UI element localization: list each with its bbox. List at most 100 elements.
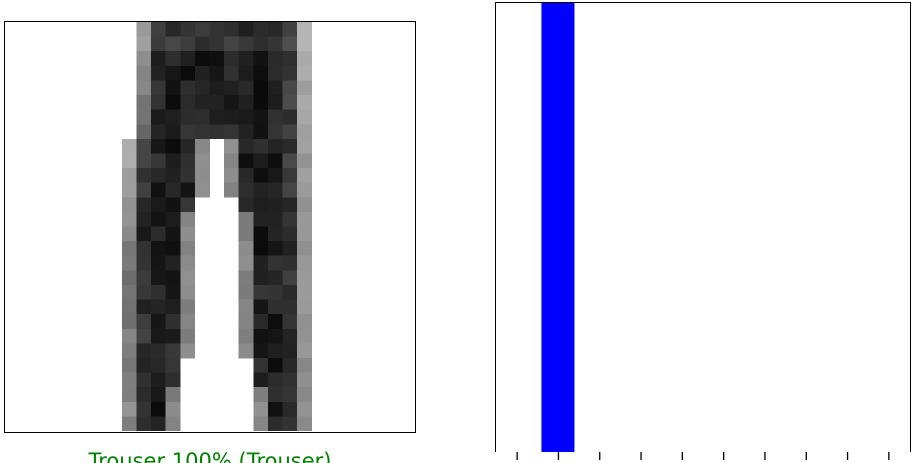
image-pixel <box>253 95 269 110</box>
image-pixel <box>121 153 137 169</box>
image-pixel <box>136 124 152 140</box>
image-pixel <box>282 138 298 154</box>
image-pixel <box>224 168 240 183</box>
image-pixel <box>180 65 196 81</box>
image-pixel <box>282 270 298 286</box>
image-pixel <box>253 284 269 300</box>
image-pixel <box>209 109 225 125</box>
image-pixel <box>136 138 152 154</box>
image-pixel <box>136 416 152 431</box>
image-pixel <box>136 270 152 286</box>
image-pixel <box>282 387 298 403</box>
image-pixel <box>297 299 313 315</box>
image-pixel <box>253 168 269 183</box>
image-pixel <box>267 36 283 52</box>
image-pixel <box>238 153 254 169</box>
image-pixel <box>151 284 166 300</box>
image-pixel <box>165 401 181 417</box>
image-pixel <box>238 182 254 198</box>
image-pixel <box>151 211 166 227</box>
image-pixel <box>253 314 269 330</box>
image-pixel <box>253 153 269 169</box>
image-pixel <box>180 226 196 242</box>
image-pixel <box>238 168 254 183</box>
image-pixel <box>297 387 313 403</box>
prediction-caption: Trouser 100% (Trouser) <box>4 448 416 463</box>
image-pixel <box>267 284 283 300</box>
image-pixel <box>121 226 137 242</box>
image-pixel <box>136 95 152 110</box>
image-pixel <box>180 299 196 315</box>
image-pixel <box>136 255 152 271</box>
image-pixel <box>151 182 166 198</box>
image-pixel <box>253 343 269 359</box>
image-pixel <box>282 22 298 37</box>
image-pixel <box>238 299 254 315</box>
image-pixel <box>267 299 283 315</box>
image-pixel <box>165 372 181 388</box>
image-pixel <box>165 22 181 37</box>
image-pixel <box>180 51 196 67</box>
image-pixel <box>180 197 196 213</box>
image-pixel <box>238 197 254 213</box>
image-pixel <box>194 124 210 140</box>
image-pixel <box>180 138 196 154</box>
image-pixel <box>194 109 210 125</box>
image-pixel <box>136 241 152 257</box>
image-pixel <box>194 138 210 154</box>
image-pixel <box>238 51 254 67</box>
image-pixel <box>194 65 210 81</box>
image-pixel <box>194 153 210 169</box>
image-pixel <box>180 241 196 257</box>
image-pixel <box>180 109 196 125</box>
image-pixel <box>121 357 137 373</box>
image-pixel <box>121 168 137 183</box>
image-pixel <box>165 255 181 271</box>
image-pixel <box>224 95 240 110</box>
image-pixel <box>180 22 196 37</box>
image-pixel <box>121 284 137 300</box>
image-pixel <box>180 153 196 169</box>
image-pixel <box>267 343 283 359</box>
image-pixel <box>267 138 283 154</box>
image-pixel <box>136 36 152 52</box>
image-pixel <box>224 36 240 52</box>
image-pixel <box>165 51 181 67</box>
image-pixel <box>267 80 283 96</box>
image-pixel <box>165 284 181 300</box>
image-pixel <box>253 241 269 257</box>
image-pixel <box>297 182 313 198</box>
image-pixel <box>297 22 313 37</box>
image-pixel <box>180 270 196 286</box>
image-pixel <box>151 65 166 81</box>
image-pixel <box>180 343 196 359</box>
image-pixel <box>136 153 152 169</box>
image-pixel <box>151 241 166 257</box>
caption-confidence: 100% <box>171 449 232 463</box>
image-pixel <box>209 51 225 67</box>
image-pixel <box>267 314 283 330</box>
image-pixel <box>224 124 240 140</box>
image-pixel <box>224 109 240 125</box>
image-pixel <box>297 95 313 110</box>
image-pixel <box>238 328 254 344</box>
image-pixel <box>253 211 269 227</box>
image-pixel <box>282 255 298 271</box>
image-pixel <box>253 109 269 125</box>
image-pixel <box>282 80 298 96</box>
image-pixel <box>267 95 283 110</box>
image-pixel <box>165 109 181 125</box>
image-pixel <box>151 36 166 52</box>
image-pixel <box>253 226 269 242</box>
image-pixel <box>297 138 313 154</box>
image-pixel <box>136 343 152 359</box>
prediction-bar-chart-panel <box>495 2 911 452</box>
image-pixel <box>238 80 254 96</box>
image-pixel <box>224 22 240 37</box>
image-pixel <box>151 270 166 286</box>
image-pixel <box>297 357 313 373</box>
image-pixel <box>224 80 240 96</box>
image-pixel <box>209 95 225 110</box>
image-pixel <box>297 416 313 431</box>
